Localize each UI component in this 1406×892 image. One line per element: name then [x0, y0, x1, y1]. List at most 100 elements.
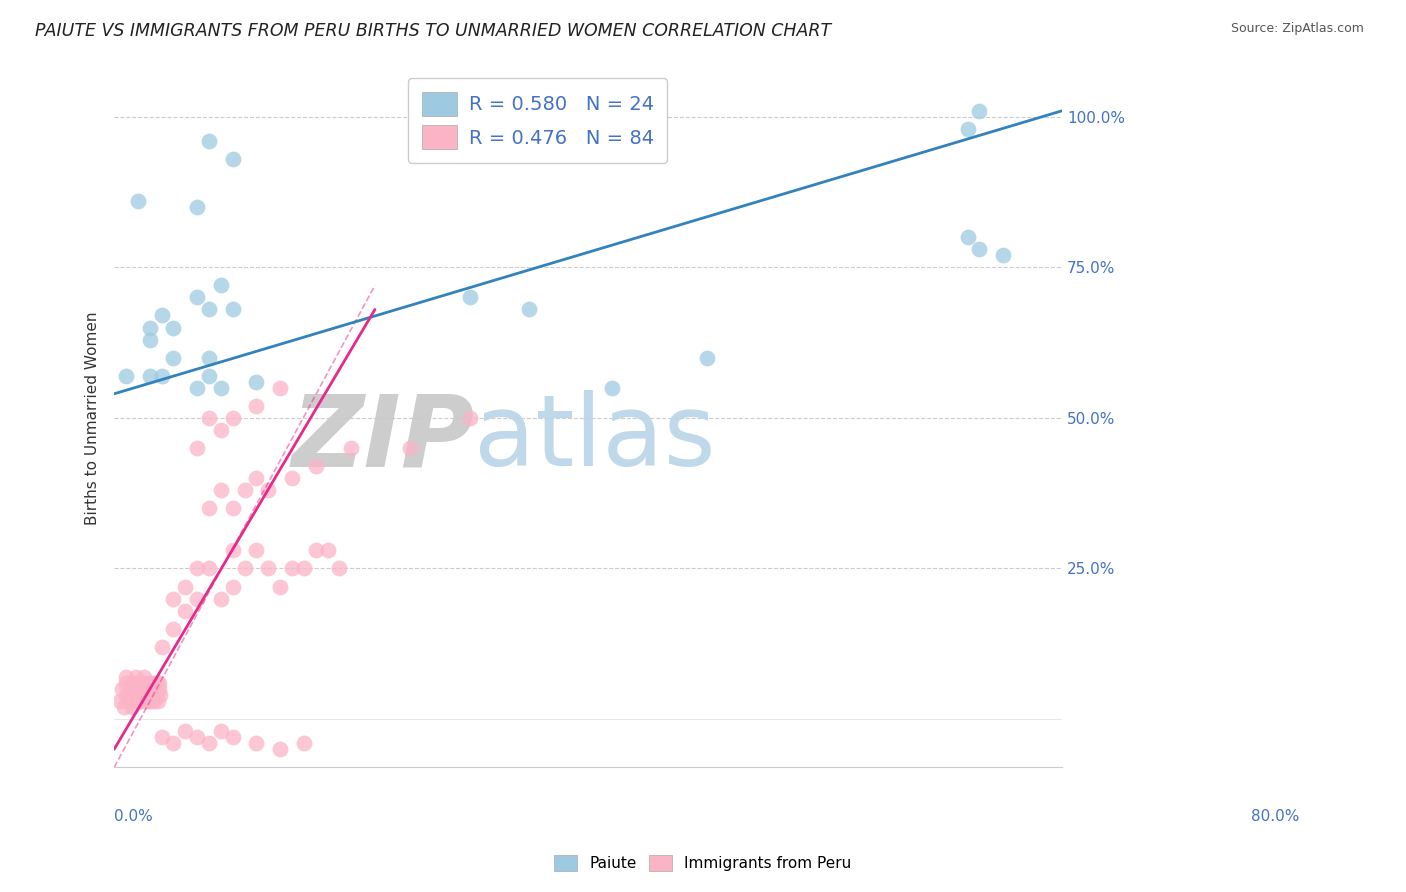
Point	[269, 580, 291, 594]
Point	[245, 471, 267, 485]
Point	[162, 320, 184, 334]
Point	[139, 694, 162, 708]
Point	[121, 700, 143, 714]
Point	[233, 483, 256, 498]
Point	[149, 688, 172, 702]
Point	[209, 483, 232, 498]
Point	[120, 681, 142, 696]
Point	[316, 543, 339, 558]
Point	[245, 543, 267, 558]
Point	[127, 688, 149, 702]
Point	[115, 368, 138, 383]
Point	[209, 278, 232, 293]
Point	[198, 302, 221, 317]
Point	[305, 543, 328, 558]
Point	[186, 591, 208, 606]
Point	[132, 676, 155, 690]
Point	[138, 681, 160, 696]
Point	[269, 381, 291, 395]
Point	[292, 561, 315, 575]
Point	[139, 368, 162, 383]
Point	[174, 580, 197, 594]
Point	[305, 459, 328, 474]
Point	[139, 676, 162, 690]
Point	[245, 375, 267, 389]
Point	[124, 681, 146, 696]
Point	[150, 368, 173, 383]
Point	[222, 302, 245, 317]
Point	[245, 736, 267, 750]
Point	[162, 351, 184, 365]
Point	[118, 688, 141, 702]
Point	[991, 248, 1014, 262]
Point	[111, 681, 134, 696]
Point	[128, 694, 150, 708]
Point	[131, 681, 153, 696]
Point	[127, 194, 149, 208]
Point	[162, 591, 184, 606]
Point	[517, 302, 540, 317]
Point	[233, 561, 256, 575]
Point	[186, 561, 208, 575]
Point	[198, 134, 221, 148]
Point	[198, 368, 221, 383]
Point	[257, 561, 280, 575]
Point	[186, 381, 208, 395]
Text: PAIUTE VS IMMIGRANTS FROM PERU BIRTHS TO UNMARRIED WOMEN CORRELATION CHART: PAIUTE VS IMMIGRANTS FROM PERU BIRTHS TO…	[35, 22, 831, 40]
Text: ZIP: ZIP	[291, 391, 474, 487]
Point	[139, 688, 162, 702]
Legend: Paiute, Immigrants from Peru: Paiute, Immigrants from Peru	[548, 849, 858, 877]
Point	[969, 242, 991, 256]
Point	[222, 501, 245, 516]
Point	[209, 423, 232, 437]
Point	[143, 694, 166, 708]
Point	[139, 681, 162, 696]
Point	[129, 688, 152, 702]
Point	[209, 381, 232, 395]
Legend: R = 0.580   N = 24, R = 0.476   N = 84: R = 0.580 N = 24, R = 0.476 N = 84	[408, 78, 668, 162]
Point	[186, 730, 208, 744]
Point	[115, 670, 138, 684]
Point	[141, 688, 163, 702]
Point	[222, 580, 245, 594]
Point	[956, 121, 979, 136]
Point	[198, 561, 221, 575]
Point	[292, 736, 315, 750]
Point	[108, 694, 131, 708]
Point	[138, 694, 160, 708]
Point	[209, 724, 232, 739]
Point	[600, 381, 623, 395]
Point	[281, 471, 304, 485]
Point	[139, 333, 162, 347]
Point	[117, 694, 139, 708]
Point	[956, 230, 979, 244]
Point	[148, 676, 170, 690]
Point	[245, 399, 267, 413]
Point	[186, 290, 208, 304]
Point	[129, 676, 152, 690]
Text: 0.0%: 0.0%	[114, 809, 153, 824]
Point	[134, 694, 156, 708]
Point	[198, 410, 221, 425]
Point	[281, 561, 304, 575]
Point	[150, 309, 173, 323]
Point	[136, 676, 159, 690]
Point	[222, 543, 245, 558]
Point	[146, 676, 169, 690]
Point	[162, 622, 184, 636]
Point	[186, 441, 208, 455]
Point	[340, 441, 363, 455]
Point	[127, 676, 149, 690]
Point	[146, 694, 169, 708]
Point	[269, 742, 291, 756]
Point	[148, 681, 170, 696]
Point	[143, 681, 166, 696]
Text: atlas: atlas	[474, 391, 716, 487]
Point	[174, 724, 197, 739]
Point	[115, 688, 138, 702]
Point	[162, 736, 184, 750]
Point	[142, 676, 165, 690]
Point	[198, 501, 221, 516]
Point	[257, 483, 280, 498]
Text: 80.0%: 80.0%	[1251, 809, 1299, 824]
